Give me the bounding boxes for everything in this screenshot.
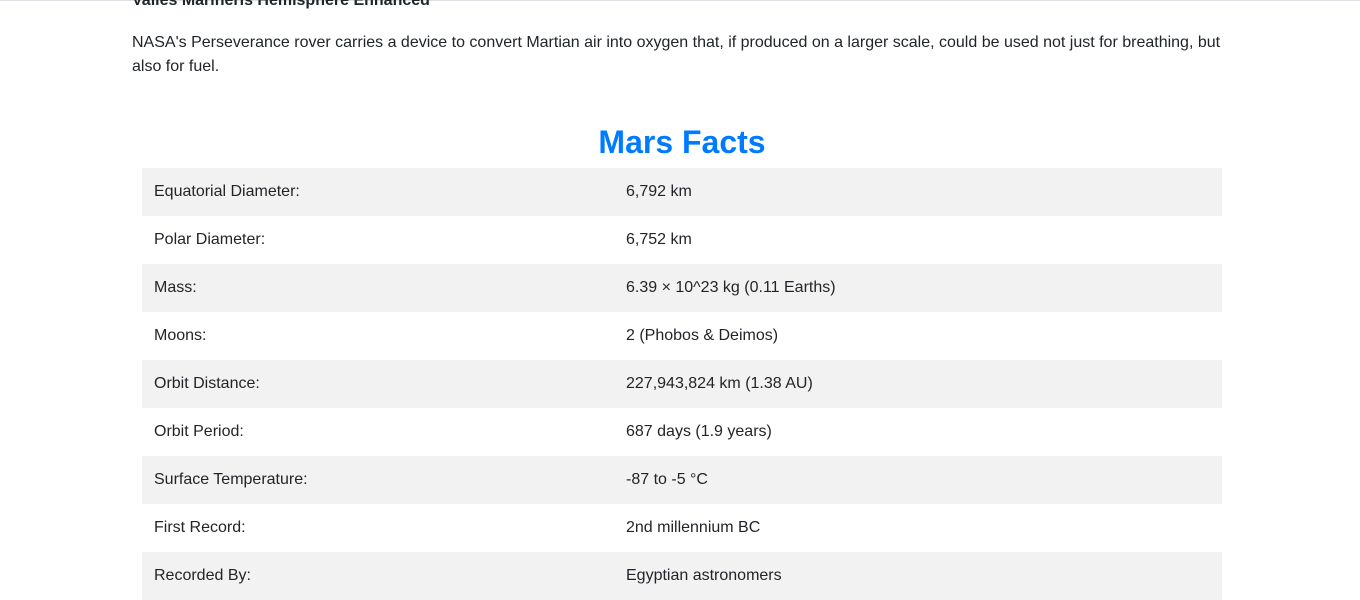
table-row: Equatorial Diameter: 6,792 km (142, 168, 1222, 216)
table-row: Moons: 2 (Phobos & Deimos) (142, 312, 1222, 360)
fact-value: 6,792 km (626, 183, 692, 200)
fact-label: Surface Temperature: (154, 471, 308, 488)
table-row: Surface Temperature: -87 to -5 °C (142, 456, 1222, 504)
fact-value: 6.39 × 10^23 kg (0.11 Earths) (626, 279, 836, 296)
table-row: Recorded By: Egyptian astronomers (142, 552, 1222, 600)
fact-value: Egyptian astronomers (626, 567, 782, 584)
fact-value: 687 days (1.9 years) (626, 423, 772, 440)
fact-label: Equatorial Diameter: (154, 183, 300, 200)
table-row: Mass: 6.39 × 10^23 kg (0.11 Earths) (142, 264, 1222, 312)
top-divider (0, 0, 1360, 1)
fact-label: Orbit Distance: (154, 375, 260, 392)
table-row: First Record: 2nd millennium BC (142, 504, 1222, 552)
fact-label: Polar Diameter: (154, 231, 266, 248)
table-row: Orbit Distance: 227,943,824 km (1.38 AU) (142, 360, 1222, 408)
table-row: Orbit Period: 687 days (1.9 years) (142, 408, 1222, 456)
fact-label: Moons: (154, 327, 207, 344)
fact-label: Recorded By: (154, 567, 251, 584)
article-paragraph: NASA's Perseverance rover carries a devi… (132, 34, 1221, 75)
fact-value: 2nd millennium BC (626, 519, 761, 536)
table-row: Polar Diameter: 6,752 km (142, 216, 1222, 264)
fact-value: 227,943,824 km (1.38 AU) (626, 375, 813, 392)
mars-facts-table: Equatorial Diameter: 6,792 km Polar Diam… (142, 168, 1222, 600)
fact-label: First Record: (154, 519, 246, 536)
fact-value: -87 to -5 °C (626, 471, 708, 488)
fact-value: 2 (Phobos & Deimos) (626, 327, 779, 344)
fact-value: 6,752 km (626, 231, 692, 248)
article-title: Valles Marineris Hemisphere Enhanced (132, 0, 430, 9)
mars-facts-heading: Mars Facts (598, 124, 766, 160)
fact-label: Mass: (154, 279, 197, 296)
fact-label: Orbit Period: (154, 423, 244, 440)
